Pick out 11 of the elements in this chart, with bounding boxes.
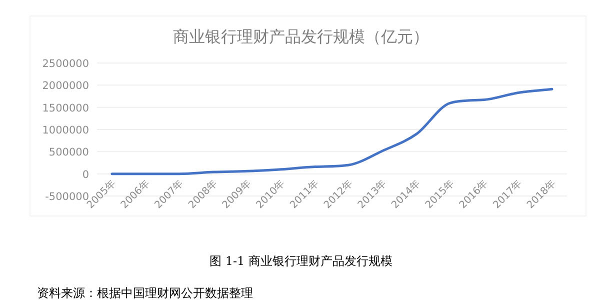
y-tick-label: -500000	[45, 191, 89, 203]
y-tick-label: 2500000	[42, 58, 89, 70]
y-tick-label: 0	[82, 168, 89, 181]
y-tick-label: 1000000	[42, 124, 89, 136]
caption: 图 1-1 商业银行理财产品发行规模	[210, 254, 392, 268]
y-tick-label: 1500000	[42, 102, 89, 114]
chart-title: 商业银行理财产品发行规模（亿元）	[173, 27, 429, 46]
line-series	[110, 88, 554, 176]
text: 资料来源：根据中国理财网公开数据整理	[37, 286, 253, 300]
y-tick-label: 2000000	[42, 80, 89, 92]
y-tick-label: 500000	[48, 146, 89, 159]
